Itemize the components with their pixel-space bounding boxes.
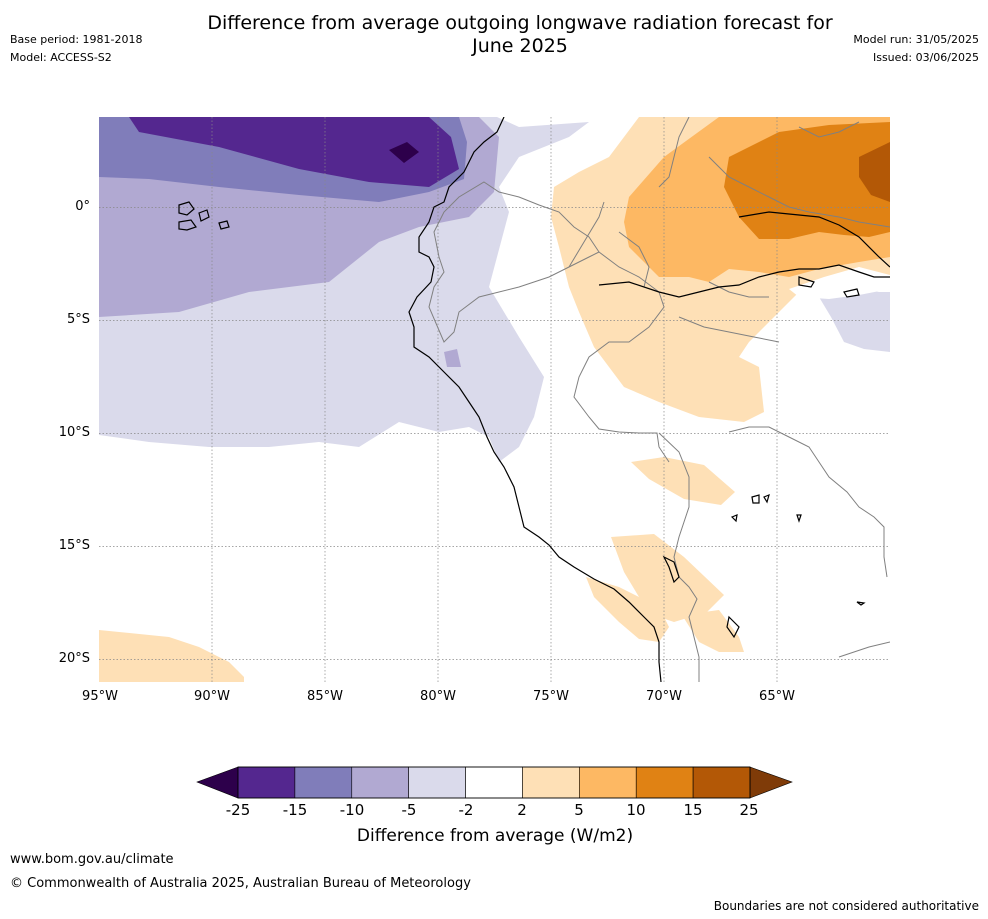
title-line-1: Difference from average outgoing longwav… [207, 12, 833, 34]
anomaly-region-pos15-25 [859, 142, 890, 202]
colorbar-tick-10: 25 [739, 801, 759, 819]
lon-tick-85w: 85°W [307, 689, 343, 704]
lat-tick-10s: 10°S [58, 425, 90, 440]
colorbar-tick-3: -10 [339, 801, 365, 819]
colorbar [196, 766, 793, 799]
lon-tick-90w: 90°W [194, 689, 230, 704]
colorbar-under-arrow [196, 766, 239, 799]
colorbar-segment-2 [294, 766, 353, 799]
lat-tick-5s: 5°S [66, 312, 90, 327]
colorbar-segments [237, 766, 751, 799]
model-name: Model: ACCESS-S2 [10, 51, 112, 64]
website-link[interactable]: www.bom.gov.au/climate [10, 852, 174, 867]
lon-tick-80w: 80°W [420, 689, 456, 704]
disclaimer-text: Boundaries are not considered authoritat… [713, 899, 979, 913]
model-run: Model run: 31/05/2025 [853, 33, 979, 46]
colorbar-tick-4: -5 [401, 801, 417, 819]
colorbar-segment-4 [408, 766, 466, 799]
map-title: Difference from average outgoing longwav… [150, 12, 890, 58]
lat-tick-20s: 20°S [58, 651, 90, 666]
colorbar-segment-1 [237, 766, 296, 799]
forecast-map [99, 117, 890, 682]
colorbar-tick-6: 2 [517, 801, 527, 819]
colorbar-segment-8 [635, 766, 694, 799]
meta-right: Model run: 31/05/2025 Issued: 03/06/2025 [853, 31, 979, 67]
lon-tick-75w: 75°W [533, 689, 569, 704]
copyright-text: © Commonwealth of Australia 2025, Austra… [10, 876, 471, 891]
anomaly-region-neg2-5-east [819, 287, 890, 352]
colorbar-segment-5 [465, 766, 523, 799]
colorbar-label: Difference from average (W/m2) [356, 826, 634, 846]
meta-left: Base period: 1981-2018 Model: ACCESS-S2 [10, 31, 142, 67]
colorbar-segment-7 [579, 766, 637, 799]
anomaly-region-neg5-10-coast [444, 349, 461, 367]
country-borders [428, 117, 890, 682]
map-gridlines [99, 117, 890, 682]
lat-tick-0: 0° [75, 199, 90, 214]
colorbar-tick-2: -15 [282, 801, 308, 819]
colorbar-tick-1: -25 [225, 801, 251, 819]
colorbar-segment-6 [522, 766, 580, 799]
colorbar-over-arrow [749, 766, 793, 799]
lon-tick-70w: 70°W [646, 689, 682, 704]
lon-tick-65w: 65°W [759, 689, 795, 704]
issued-date: Issued: 03/06/2025 [872, 51, 979, 64]
colorbar-tick-8: 10 [626, 801, 646, 819]
lon-tick-95w: 95°W [82, 689, 118, 704]
anomaly-region-pos2-5-southwest [99, 630, 244, 682]
anomaly-region-pos2-5-south-b [611, 534, 724, 622]
title-line-2: June 2025 [472, 35, 568, 57]
anomaly-region-pos2-5-south-d [682, 610, 744, 652]
colorbar-tick-5: -2 [458, 801, 474, 819]
colorbar-outline [237, 766, 751, 799]
colorbar-segment-3 [351, 766, 409, 799]
neutral-patch-east [789, 267, 890, 299]
anomaly-region-pos2-5-south-c [586, 577, 669, 642]
colorbar-segment-9 [692, 766, 751, 799]
colorbar-tick-9: 15 [683, 801, 703, 819]
base-period: Base period: 1981-2018 [10, 33, 143, 46]
coastlines [178, 117, 890, 682]
anomaly-region-pos10-15 [724, 122, 890, 239]
lat-tick-15s: 15°S [58, 538, 90, 553]
anomaly-region-neg15-25 [129, 117, 459, 187]
colorbar-tick-7: 5 [574, 801, 584, 819]
anomaly-region-pos2-5-south-a [631, 457, 735, 505]
anomaly-region-below-neg25 [389, 142, 419, 163]
